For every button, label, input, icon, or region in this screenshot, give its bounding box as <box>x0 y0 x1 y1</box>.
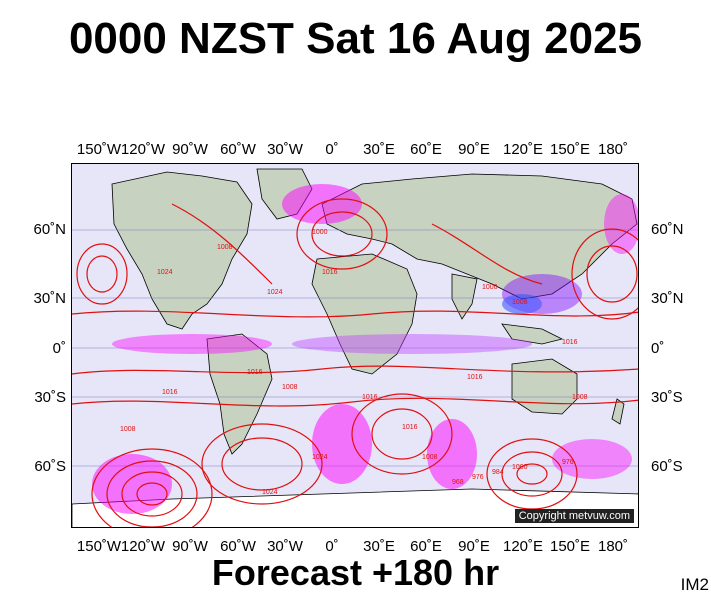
isobar-label: 1016 <box>467 374 483 381</box>
isobar-label: 1008 <box>572 394 588 401</box>
isobar-label: 1016 <box>402 424 418 431</box>
lon-label: 90˚E <box>458 538 490 555</box>
lat-label: 0˚ <box>651 340 665 357</box>
isobar-label: 1016 <box>322 269 338 276</box>
isobar-label: 1024 <box>312 454 328 461</box>
isobar-label: 968 <box>452 479 464 486</box>
lat-label: 30˚S <box>651 389 683 406</box>
lat-label: 60˚S <box>34 458 66 475</box>
australia <box>511 358 578 415</box>
weather-map: 1008 1008 1016 1024 1008 1000 1016 1000 … <box>71 163 639 528</box>
lat-label: 60˚N <box>651 221 684 238</box>
lon-label: 150˚E <box>549 538 591 555</box>
north-america <box>111 171 253 330</box>
africa <box>311 253 418 375</box>
lon-label: 0˚ <box>325 141 339 158</box>
lat-label: 0˚ <box>52 340 66 357</box>
lon-label: 180˚ <box>597 141 629 158</box>
lon-label: 120˚W <box>120 141 166 158</box>
lat-label: 30˚N <box>651 290 684 307</box>
land-masses <box>72 168 638 527</box>
isobar-label: 1024 <box>262 489 278 496</box>
eurasia <box>321 173 638 300</box>
lon-label: 180˚ <box>597 538 629 555</box>
isobar-label: 1016 <box>362 394 378 401</box>
map-title: 0000 NZST Sat 16 Aug 2025 <box>68 14 643 63</box>
isobar-label: 1008 <box>282 384 298 391</box>
lat-label: 30˚N <box>33 290 66 307</box>
isobar-label: 1008 <box>512 299 528 306</box>
lon-label: 60˚W <box>220 538 256 555</box>
isobar-label: 1008 <box>217 244 233 251</box>
isobar-label: 1000 <box>312 229 328 236</box>
lon-label: 30˚E <box>363 538 395 555</box>
lon-label: 60˚E <box>410 141 442 158</box>
lon-label: 120˚E <box>502 141 544 158</box>
isobar-label: 1024 <box>267 289 283 296</box>
lon-label: 60˚W <box>220 141 256 158</box>
lon-label: 0˚ <box>325 538 339 555</box>
image-code-label: IM2 <box>680 575 709 594</box>
lon-label: 120˚E <box>502 538 544 555</box>
isobar-label: 1008 <box>422 454 438 461</box>
isobar-label: 1016 <box>562 339 578 346</box>
lon-label: 150˚W <box>76 141 122 158</box>
forecast-label: Forecast +180 hr <box>211 552 500 593</box>
lat-label: 60˚N <box>33 221 66 238</box>
lat-label: 30˚S <box>34 389 66 406</box>
lat-label: 60˚S <box>651 458 683 475</box>
lon-label: 90˚W <box>172 538 208 555</box>
lon-label: 30˚W <box>267 538 303 555</box>
isobar-label: 1000 <box>482 284 498 291</box>
lon-label: 90˚W <box>172 141 208 158</box>
isobar-label: 976 <box>562 459 574 466</box>
isobars <box>72 198 638 527</box>
isobar-label: 1024 <box>157 269 173 276</box>
lon-label: 150˚E <box>549 141 591 158</box>
isobar-label: 1016 <box>162 389 178 396</box>
isobar-label: 984 <box>492 469 504 476</box>
copyright-notice: Copyright metvuw.com <box>514 509 634 523</box>
isobar-labels: 1008 1008 1016 1024 1008 1000 1016 1000 … <box>120 229 588 496</box>
lon-label: 30˚E <box>363 141 395 158</box>
lon-label: 90˚E <box>458 141 490 158</box>
south-america <box>206 333 273 455</box>
lon-label: 30˚W <box>267 141 303 158</box>
isobar-label: 1016 <box>247 369 263 376</box>
isobar-label: 1008 <box>120 426 136 433</box>
map-canvas: 1008 1008 1016 1024 1008 1000 1016 1000 … <box>72 164 638 527</box>
isobar-label: 1000 <box>512 464 528 471</box>
lon-label: 150˚W <box>76 538 122 555</box>
precipitation-bands <box>92 184 638 514</box>
indonesia <box>501 323 564 345</box>
lon-label: 120˚W <box>120 538 166 555</box>
lon-label: 60˚E <box>410 538 442 555</box>
isobar-label: 976 <box>472 474 484 481</box>
